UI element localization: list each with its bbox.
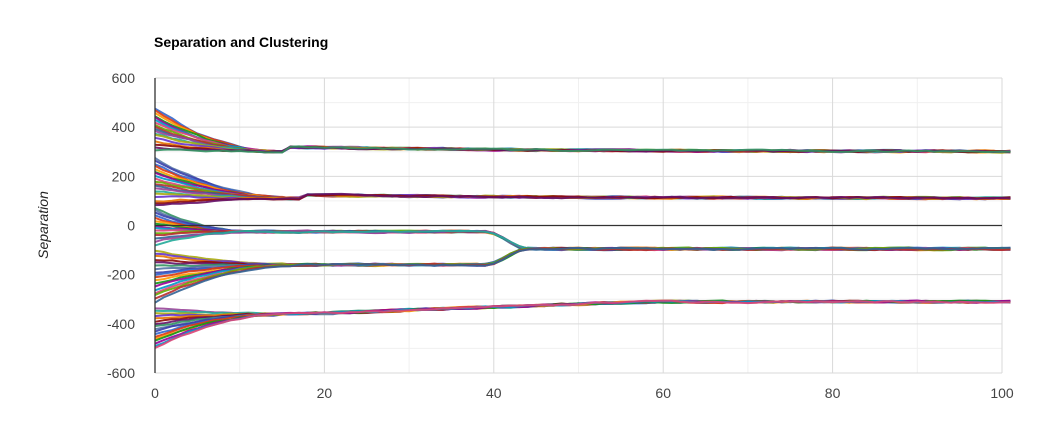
series-line bbox=[154, 159, 1011, 201]
series-line bbox=[154, 299, 1011, 349]
x-tick-label: 40 bbox=[486, 385, 502, 401]
series-line bbox=[154, 157, 1011, 200]
chart-title: Separation and Clustering bbox=[154, 34, 329, 50]
series-line bbox=[154, 246, 1011, 304]
series-line bbox=[154, 163, 1011, 201]
y-tick-label: 200 bbox=[112, 168, 136, 184]
axes-layer bbox=[154, 78, 1002, 373]
series-line bbox=[154, 222, 1011, 252]
series-line bbox=[154, 168, 1011, 201]
series-line bbox=[154, 116, 1011, 154]
series-line bbox=[154, 164, 1011, 201]
series-line bbox=[154, 247, 1011, 300]
y-tick-label: 0 bbox=[127, 218, 135, 234]
x-tick-labels: 0 20 40 60 80 100 bbox=[151, 385, 1014, 401]
series-line bbox=[154, 246, 1011, 276]
series-line bbox=[154, 299, 1011, 345]
series-line bbox=[154, 174, 1011, 200]
series-line bbox=[154, 216, 1011, 251]
series-line bbox=[154, 299, 1011, 342]
series-line bbox=[154, 109, 1011, 153]
series-line bbox=[154, 299, 1011, 341]
series-line bbox=[154, 145, 1011, 154]
series-line bbox=[154, 207, 1011, 252]
x-tick-label: 100 bbox=[990, 385, 1014, 401]
series-line bbox=[154, 115, 1011, 154]
series-line bbox=[154, 225, 1011, 251]
x-tick-label: 0 bbox=[151, 385, 159, 401]
series-line bbox=[154, 107, 1011, 154]
series-line bbox=[154, 246, 1011, 292]
y-tick-labels: 600 400 200 0 -200 -400 -600 bbox=[107, 70, 135, 381]
x-tick-label: 80 bbox=[825, 385, 841, 401]
y-tick-label: -400 bbox=[107, 316, 135, 332]
y-tick-label: 600 bbox=[112, 70, 136, 86]
y-tick-label: -600 bbox=[107, 365, 135, 381]
y-tick-label: 400 bbox=[112, 119, 136, 135]
y-tick-label: -200 bbox=[107, 267, 135, 283]
series-line bbox=[154, 119, 1011, 154]
x-tick-label: 20 bbox=[317, 385, 333, 401]
series-line bbox=[154, 247, 1011, 274]
series-line bbox=[154, 246, 1011, 297]
major-gridlines bbox=[155, 77, 1003, 374]
series-line bbox=[154, 246, 1011, 279]
x-tick-label: 60 bbox=[655, 385, 671, 401]
series-line bbox=[154, 192, 1011, 207]
series-line bbox=[154, 299, 1011, 338]
series-line bbox=[154, 112, 1011, 154]
series-layer bbox=[154, 107, 1011, 349]
series-line bbox=[154, 124, 1011, 154]
series-line bbox=[154, 247, 1011, 295]
series-line bbox=[154, 208, 1011, 252]
